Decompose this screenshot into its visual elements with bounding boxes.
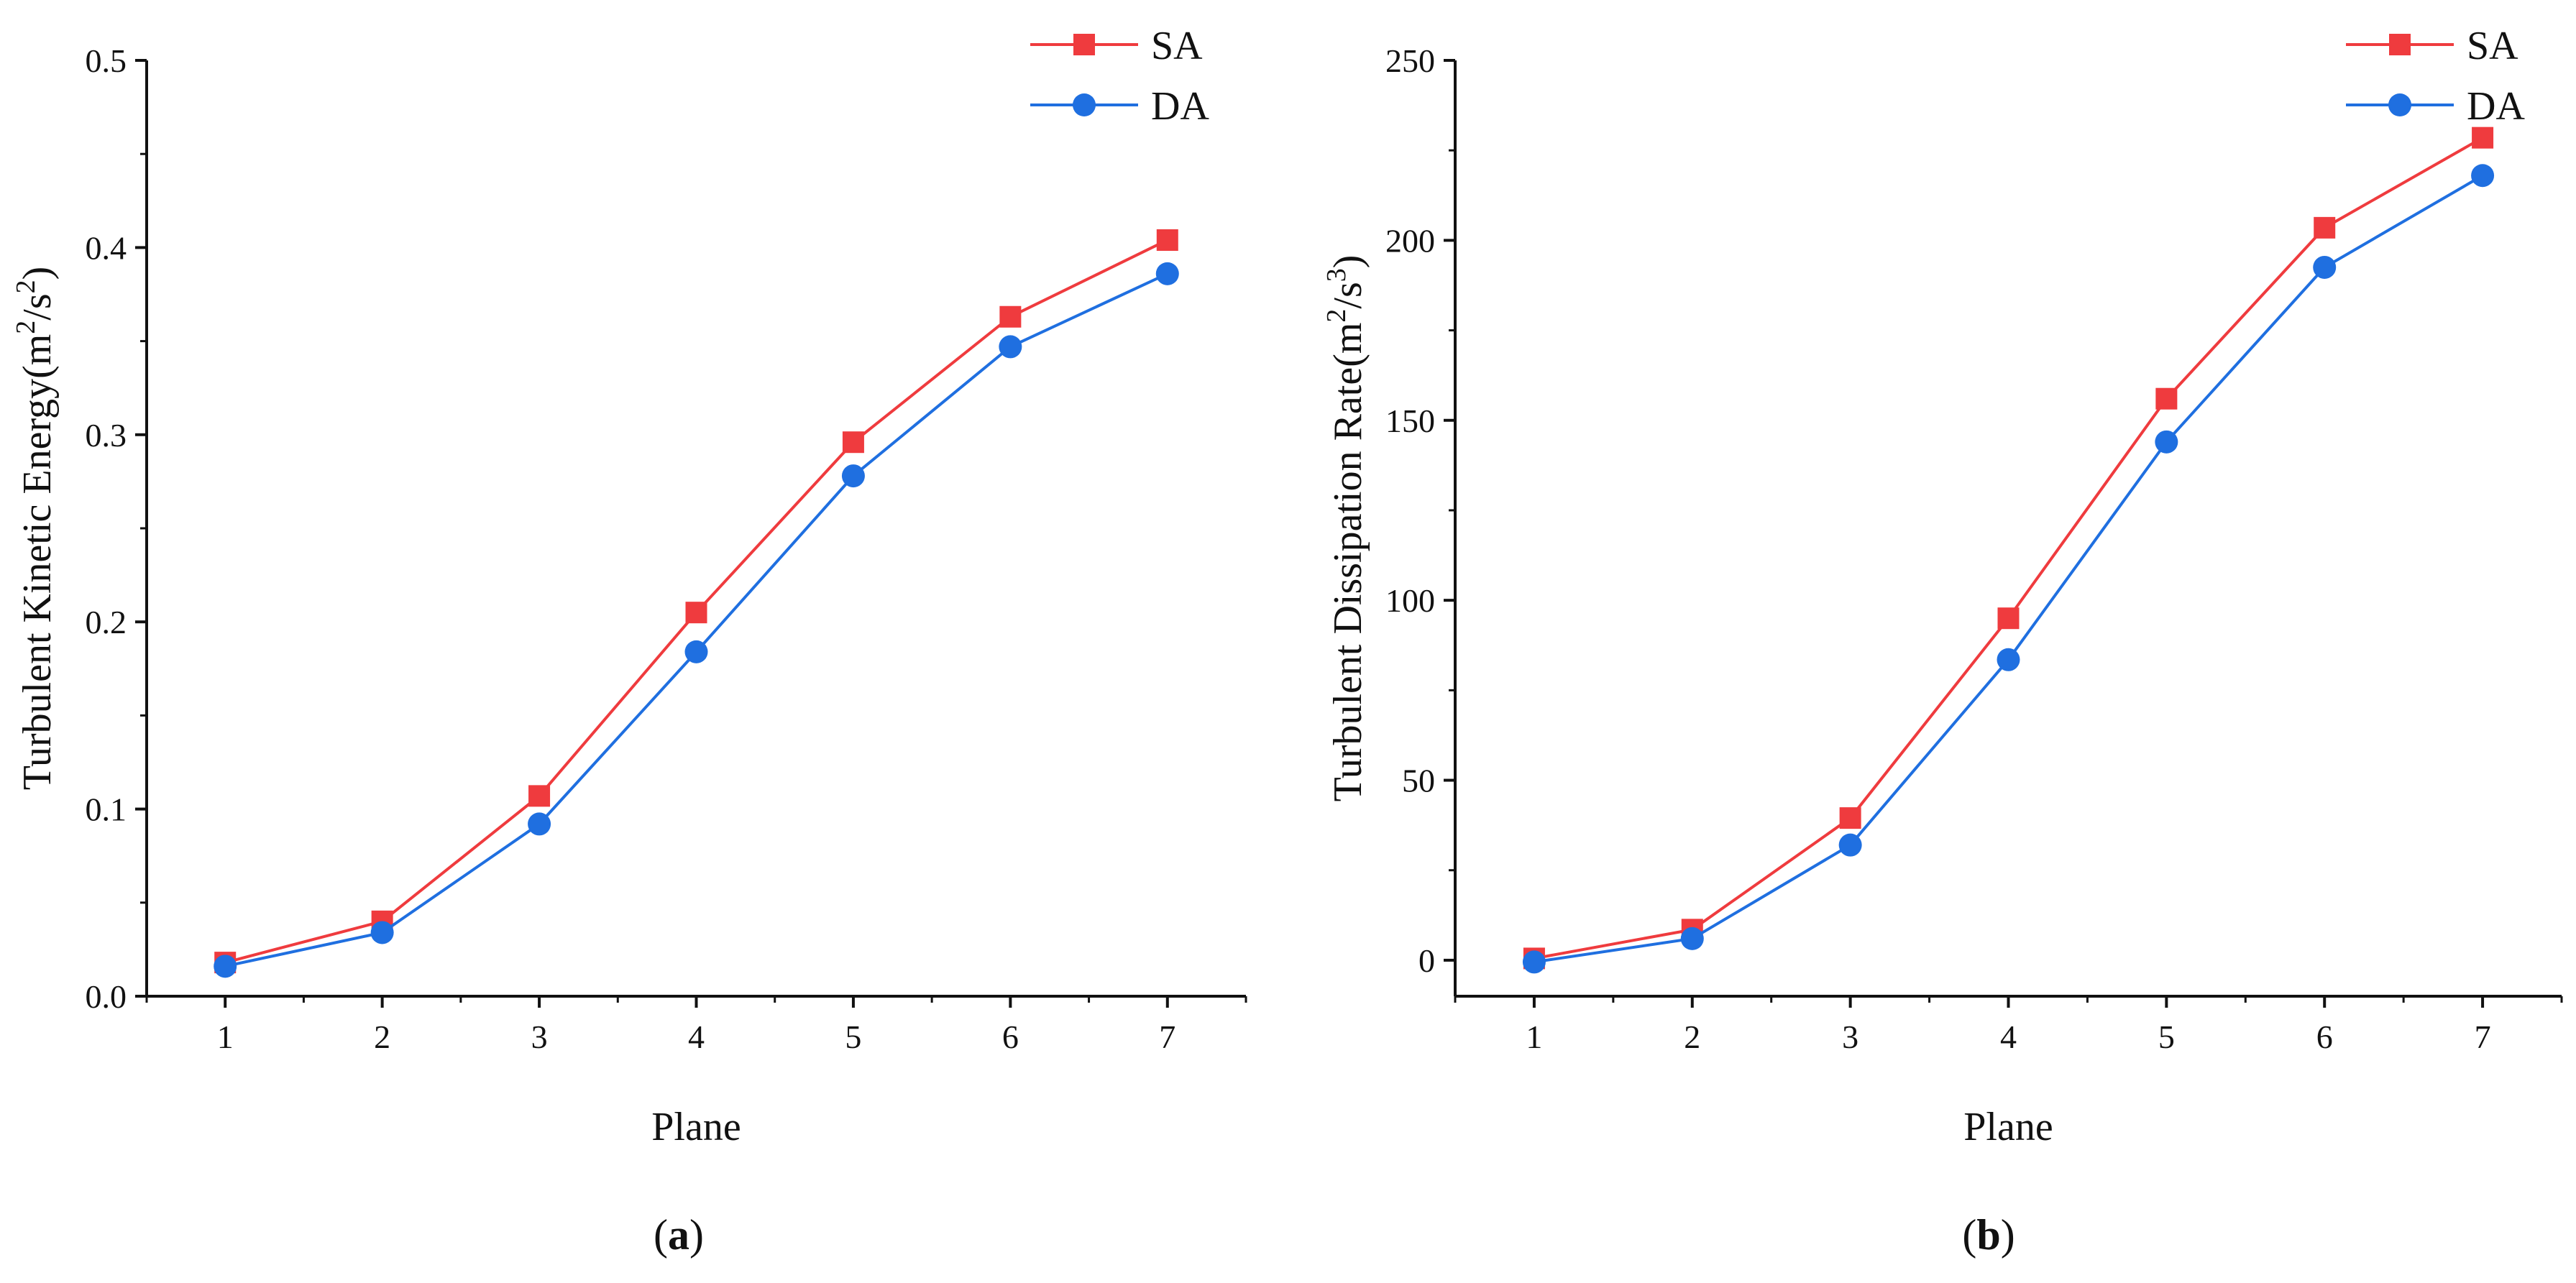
legend-marker [2389, 34, 2411, 55]
y-tick-label: 0.4 [86, 229, 127, 266]
data-point-sa [685, 602, 707, 624]
x-axis-title: Plane [1963, 1105, 2053, 1149]
x-tick-label: 2 [1684, 1018, 1700, 1055]
y-tick-label: 0.3 [86, 417, 127, 454]
x-tick-label: 5 [2158, 1018, 2175, 1055]
y-tick-label: 0.5 [86, 42, 127, 79]
panel-label-letter: a [668, 1211, 689, 1259]
legend-label-sa: SA [1151, 24, 1203, 68]
data-point-da [1680, 926, 1704, 950]
data-point-da [528, 812, 551, 836]
series-line-sa [1534, 136, 2484, 960]
x-tick-label: 3 [531, 1018, 548, 1055]
x-tick-label: 6 [1002, 1018, 1019, 1055]
y-axis-title-sup: 2 [1321, 309, 1352, 323]
x-tick-label: 4 [2000, 1018, 2017, 1055]
data-point-sa [1839, 807, 1861, 829]
data-point-da [1522, 950, 1546, 974]
data-point-da [214, 955, 237, 978]
legend-label-sa: SA [2467, 24, 2518, 68]
x-tick-label: 5 [845, 1018, 861, 1055]
legend-marker [1073, 34, 1095, 55]
panel-label-paren: ) [689, 1211, 704, 1259]
chart-b: 0 50 100 150 200 250 1 2 3 4 5 6 7 Plane Turbulent Dis… [1321, 24, 2563, 1259]
data-point-da [1155, 262, 1179, 285]
x-tick-label: 1 [217, 1018, 234, 1055]
x-tick-label: 4 [688, 1018, 705, 1055]
y-axis-title-text: Turbulent Dissipation Rate(m [1326, 323, 1370, 802]
y-tick-label: 250 [1385, 42, 1435, 79]
data-point-sa [2155, 387, 2178, 410]
y-tick-label: 200 [1385, 222, 1435, 259]
data-point-da [999, 335, 1022, 359]
x-tick-label: 7 [2475, 1018, 2491, 1055]
y-tick-label: 0 [1418, 942, 1435, 979]
data-point-sa [2314, 216, 2336, 239]
y-tick-label: 100 [1385, 582, 1435, 619]
y-tick-label: 150 [1385, 403, 1435, 439]
data-point-da [1997, 648, 2020, 671]
data-point-da [841, 464, 865, 488]
x-axis-title: Plane [651, 1105, 741, 1149]
y-tick-label: 0.1 [86, 791, 127, 828]
y-axis-title-sup: 2 [11, 321, 41, 334]
data-point-sa [842, 431, 864, 454]
data-point-sa [1997, 607, 2020, 630]
data-point-da [2313, 255, 2337, 279]
y-axis-title-sup: 2 [11, 280, 41, 293]
y-axis-title: Turbulent Dissipation Rate(m2/s3) [1321, 255, 1370, 802]
panel-label: (a) [654, 1211, 704, 1259]
panel-label-paren: ( [654, 1211, 668, 1259]
legend-marker [1073, 93, 1096, 116]
chart-a: 0.0 0.1 0.2 0.3 0.4 0.5 1 2 3 4 5 6 7 Plane Turbulent … [11, 24, 1247, 1259]
y-axis-title-text: Turbulent Kinetic Energy(m [15, 334, 60, 791]
y-axis-title-text: /s [15, 293, 60, 320]
x-tick-label: 7 [1159, 1018, 1175, 1055]
x-tick-label: 6 [2316, 1018, 2333, 1055]
data-point-da [684, 640, 708, 663]
data-point-sa [2472, 127, 2494, 149]
data-point-da [2471, 164, 2495, 188]
y-axis-title: Turbulent Kinetic Energy(m2/s2) [11, 267, 60, 791]
series-line-sa [224, 239, 1168, 965]
panel-label: (b) [1962, 1211, 2014, 1259]
x-tick-label: 2 [374, 1018, 390, 1055]
y-tick-label: 0.2 [86, 604, 127, 640]
y-tick-label: 0.0 [86, 978, 127, 1015]
legend-marker [2388, 93, 2411, 116]
data-point-da [1838, 833, 1862, 857]
panel-label-letter: b [1976, 1211, 2000, 1259]
data-point-sa [999, 305, 1022, 328]
y-axis-title-text: ) [15, 267, 60, 280]
y-tick-label: 50 [1402, 763, 1435, 799]
panel-label-paren: ( [1962, 1211, 1976, 1259]
data-point-da [370, 921, 394, 944]
data-point-sa [528, 785, 551, 807]
x-tick-label: 3 [1842, 1018, 1858, 1055]
y-axis-title-text: /s [1326, 282, 1370, 308]
x-tick-label: 1 [1526, 1018, 1542, 1055]
legend-label-da: DA [1151, 84, 1209, 129]
data-point-sa [1156, 229, 1178, 251]
panel-label-paren: ) [2001, 1211, 2015, 1259]
y-axis-title-text: ) [1326, 255, 1370, 269]
series-line-da [1534, 174, 2484, 964]
y-axis-title-sup: 3 [1321, 268, 1352, 282]
legend-label-da: DA [2467, 84, 2525, 129]
data-point-da [2155, 430, 2178, 454]
